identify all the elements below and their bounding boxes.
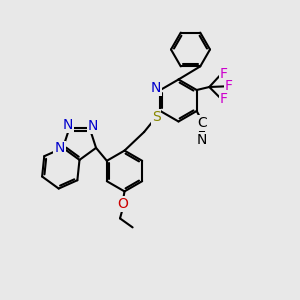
Text: N: N xyxy=(197,133,207,146)
Text: N: N xyxy=(88,119,98,133)
Text: O: O xyxy=(118,197,128,211)
Text: S: S xyxy=(152,110,161,124)
Text: F: F xyxy=(225,80,233,93)
Text: F: F xyxy=(220,92,228,106)
Text: N: N xyxy=(54,142,64,155)
Text: N: N xyxy=(63,118,73,132)
Text: C: C xyxy=(197,116,207,130)
Text: F: F xyxy=(220,67,228,81)
Text: N: N xyxy=(151,82,161,95)
